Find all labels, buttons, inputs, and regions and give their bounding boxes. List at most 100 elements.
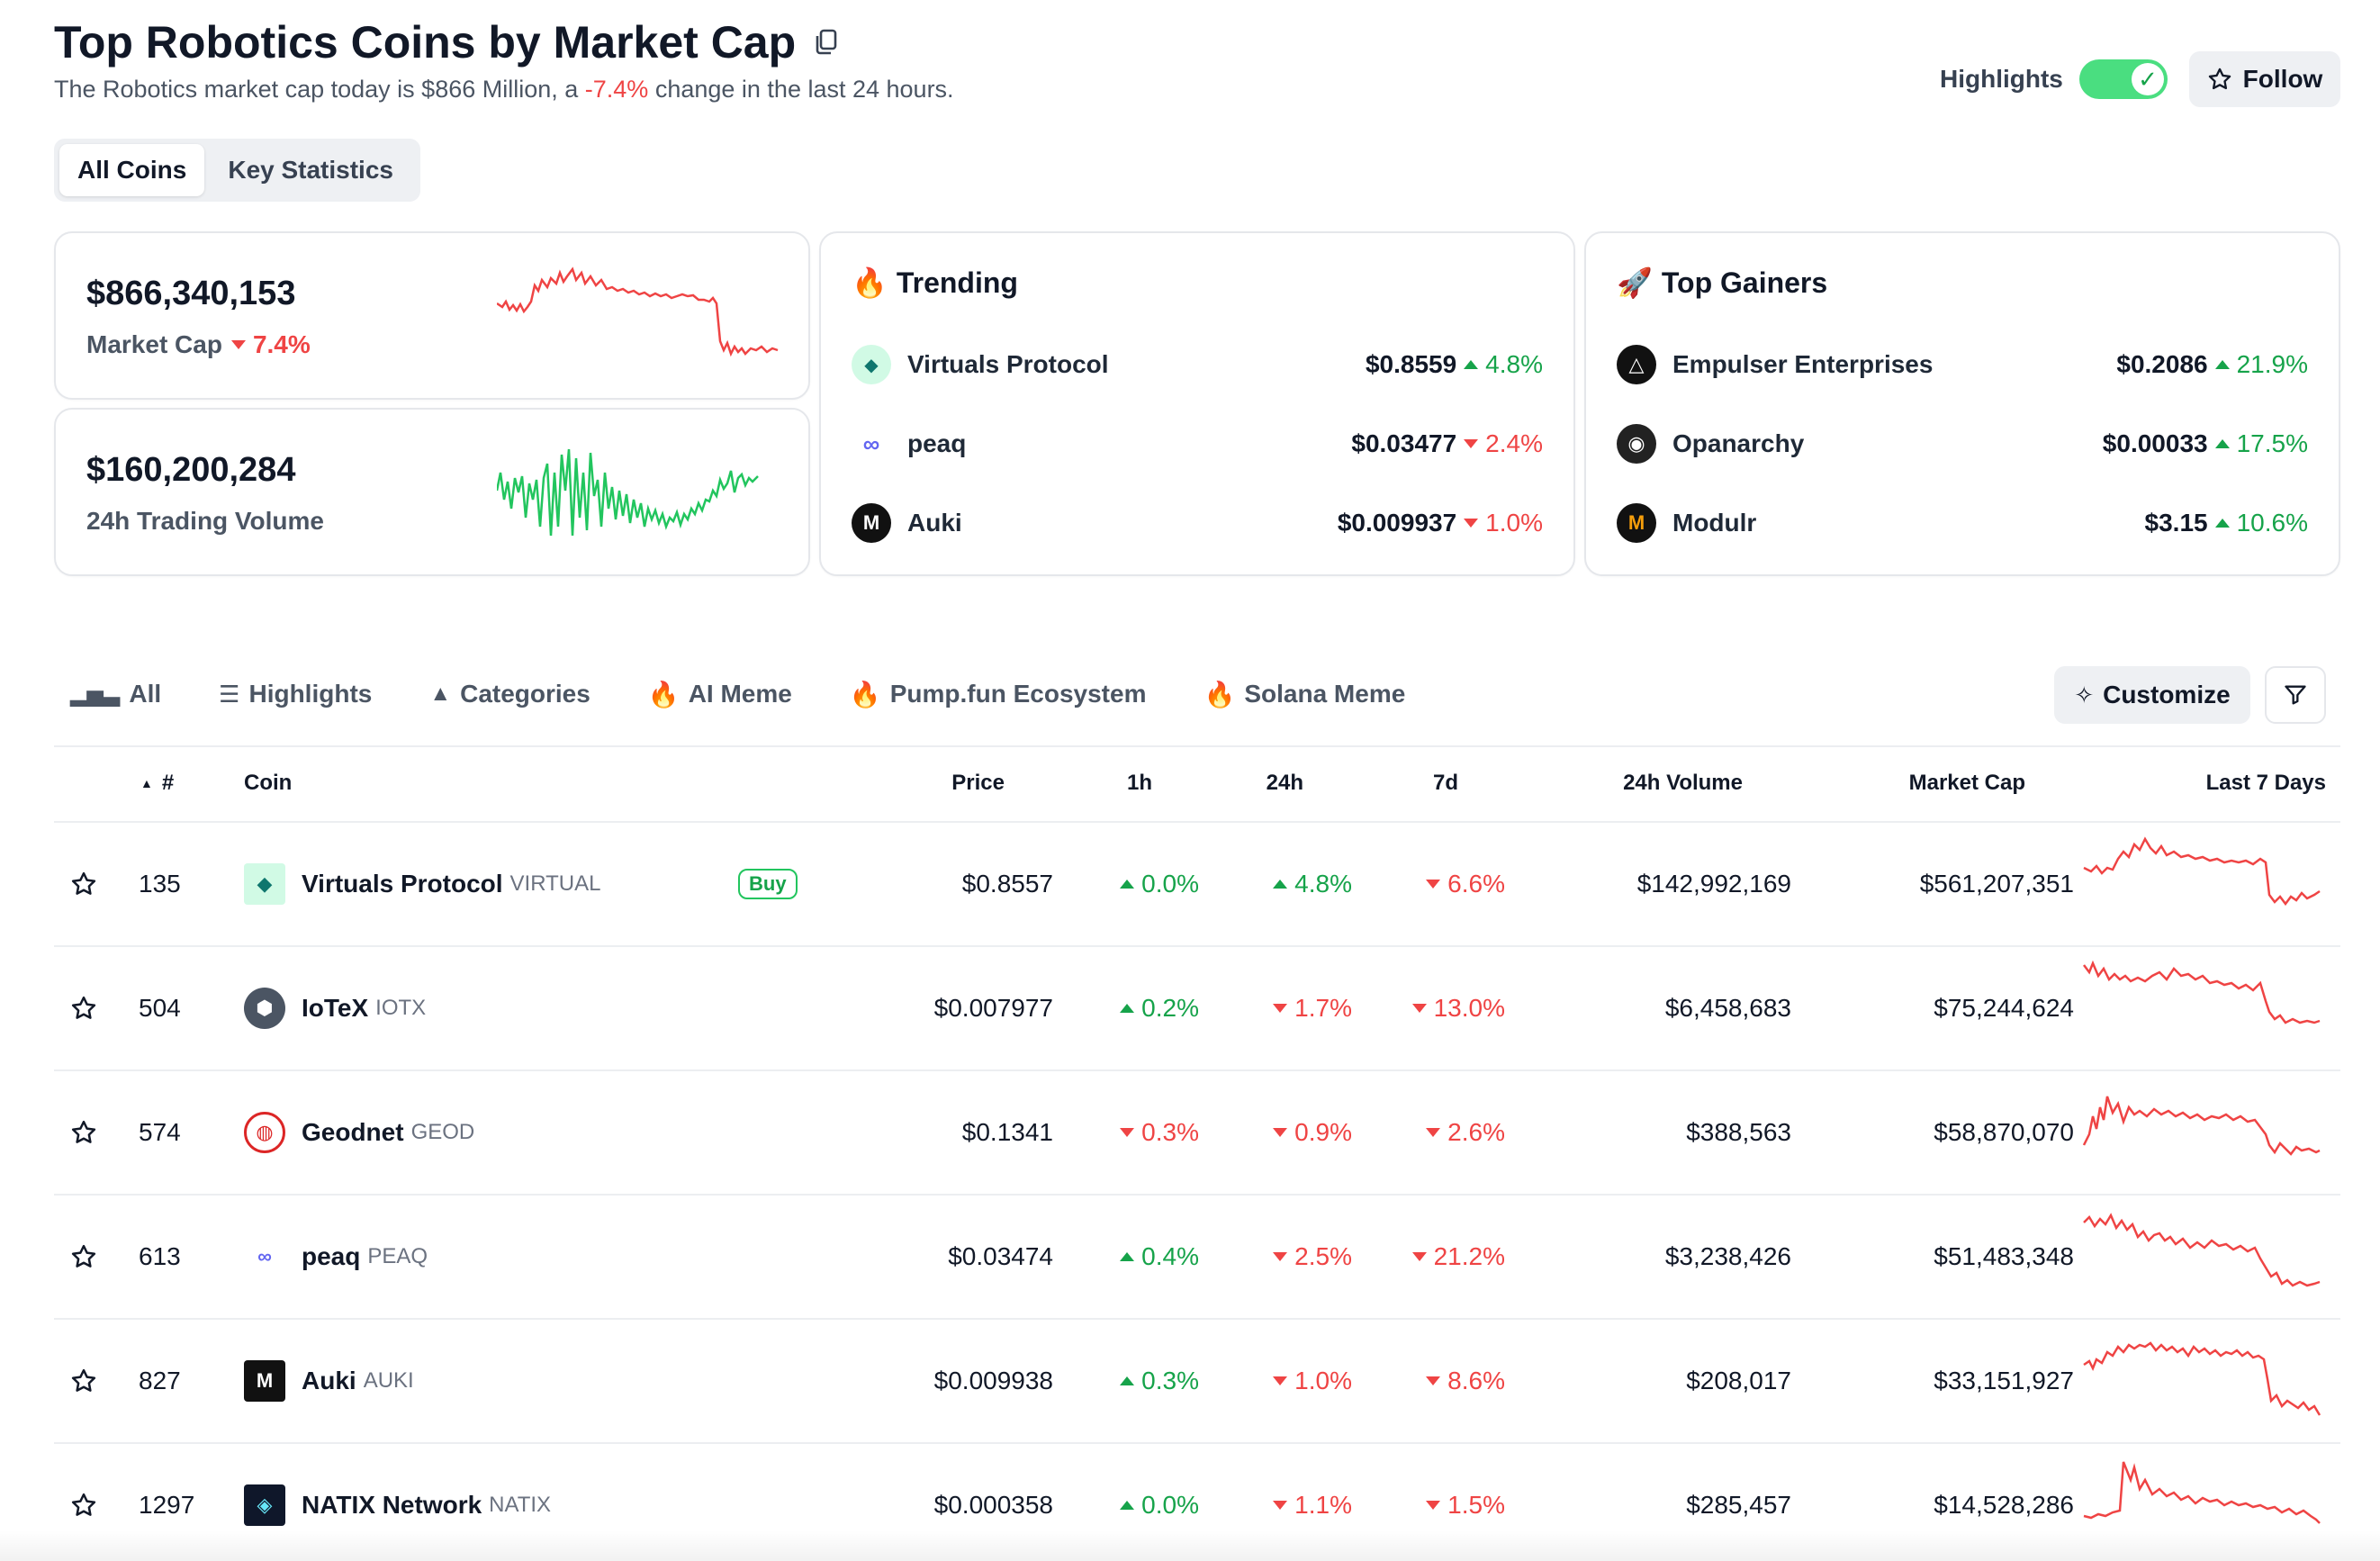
coin-link[interactable]: ⬢ IoTeX IOTX: [244, 947, 802, 1069]
coin-name: peaq: [302, 1242, 361, 1270]
virtuals-protocol-icon: ◆: [244, 863, 285, 905]
col-24h[interactable]: 24h: [1266, 771, 1303, 795]
coin-name: Geodnet: [302, 1118, 404, 1146]
gainer-item-empulser[interactable]: △ Empulser Enterprises $0.2086 21.9%: [1617, 343, 2308, 386]
filter-pump-fun[interactable]: 🔥 Pump.fun Ecosystem: [849, 680, 1147, 708]
up-arrow-icon: [1464, 360, 1479, 369]
change-1h: 0.2%: [1071, 947, 1199, 1069]
fire-icon: 🔥: [647, 680, 680, 708]
table-row[interactable]: 613 ∞ peaq PEAQ $0.03474 0.4% 2.5% 21.2% $3,238,…: [54, 1196, 2340, 1320]
up-arrow-icon: [2214, 439, 2230, 448]
follow-button[interactable]: Follow: [2189, 51, 2340, 107]
col-7d[interactable]: 7d: [1432, 771, 1458, 795]
coin-link[interactable]: ∞ peaq PEAQ: [244, 1196, 802, 1318]
col-1h[interactable]: 1h: [1126, 771, 1152, 795]
col-24h-volume[interactable]: 24h Volume: [1623, 771, 1743, 795]
tab-all-coins[interactable]: All Coins: [59, 144, 205, 196]
col-price[interactable]: Price: [951, 771, 1005, 795]
watchlist-star-button[interactable]: [70, 1444, 106, 1561]
copy-icon[interactable]: [814, 29, 839, 56]
trending-item-virtuals[interactable]: ◆ Virtuals Protocol $0.8559 4.8%: [852, 343, 1543, 386]
down-arrow-icon: [230, 340, 246, 349]
buy-button[interactable]: Buy: [738, 869, 798, 899]
volume-24h: $208,017: [1686, 1367, 1791, 1394]
change-24h: 1.0%: [1224, 1320, 1352, 1442]
table-row[interactable]: 574 ◍ Geodnet GEOD $0.1341 0.3% 0.9% 2.6% $388,5…: [54, 1071, 2340, 1196]
volume-card[interactable]: $160,200,284 24h Trading Volume: [54, 408, 810, 576]
empulser-icon: △: [1617, 345, 1656, 384]
coin-symbol: AUKI: [363, 1368, 414, 1393]
coin-price: $0.8557: [961, 870, 1053, 898]
col-last-7-days: Last 7 Days: [2205, 771, 2326, 795]
market-cap: $51,483,348: [1934, 1242, 2074, 1270]
coin-rank: 1297: [139, 1491, 195, 1519]
market-cap: $75,244,624: [1934, 994, 2074, 1022]
filter-solana-meme[interactable]: 🔥 Solana Meme: [1204, 680, 1406, 708]
watchlist-star-button[interactable]: [70, 1071, 106, 1194]
market-cap-change: 7.4%: [252, 330, 311, 358]
volume-24h: $6,458,683: [1664, 994, 1791, 1022]
coin-price: $0.1341: [961, 1118, 1053, 1146]
up-arrow-icon: [1120, 1004, 1135, 1013]
change-1h: 0.3%: [1071, 1071, 1199, 1194]
peaq-icon: ∞: [244, 1236, 285, 1277]
col-market-cap[interactable]: Market Cap: [1908, 771, 2025, 795]
coin-link[interactable]: ◍ Geodnet GEOD: [244, 1071, 802, 1194]
col-rank[interactable]: ▲ #: [140, 771, 175, 795]
gainer-item-opanarchy[interactable]: ◉ Opanarchy $0.00033 17.5%: [1617, 422, 2308, 465]
funnel-icon: [2285, 685, 2306, 705]
geodnet-icon: ◍: [244, 1112, 285, 1153]
highlights-toggle[interactable]: ✓: [2079, 59, 2168, 99]
down-arrow-icon: [1426, 1376, 1441, 1385]
fire-icon: 🔥: [852, 266, 888, 299]
change-1h: 0.4%: [1071, 1196, 1199, 1318]
top-gainers-title: 🚀 Top Gainers: [1617, 266, 1828, 300]
gainer-item-modulr[interactable]: M Modulr $3.15 10.6%: [1617, 501, 2308, 545]
change-24h: 2.5%: [1224, 1196, 1352, 1318]
table-row[interactable]: 504 ⬢ IoTeX IOTX $0.007977 0.2% 1.7% 13.0% $6,45…: [54, 947, 2340, 1071]
coin-symbol: IOTX: [375, 996, 427, 1020]
coin-link[interactable]: ◆ Virtuals Protocol VIRTUAL: [244, 823, 802, 945]
market-summary: The Robotics market cap today is $866 Mi…: [54, 76, 954, 103]
coin-rank: 827: [139, 1367, 181, 1394]
table-row[interactable]: 827 M Auki AUKI $0.009938 0.3% 1.0% 8.6% $208,01…: [54, 1320, 2340, 1444]
watchlist-star-button[interactable]: [70, 823, 106, 945]
star-icon: [2208, 68, 2231, 90]
iotex-icon: ⬢: [244, 988, 285, 1029]
sparkle-icon: ✧: [2074, 681, 2095, 708]
change-7d: 2.6%: [1377, 1071, 1505, 1194]
star-icon: [71, 996, 96, 1019]
view-tabs: All Coins Key Statistics: [54, 139, 420, 202]
filter-categories[interactable]: ▲ Categories: [429, 680, 590, 708]
coin-link[interactable]: ◈ NATIX Network NATIX: [244, 1444, 802, 1561]
trending-item-peaq[interactable]: ∞ peaq $0.03477 2.4%: [852, 422, 1543, 465]
change-24h: 1.7%: [1224, 947, 1352, 1069]
market-cap-card[interactable]: $866,340,153 Market Cap 7.4%: [54, 231, 810, 400]
watchlist-star-button[interactable]: [70, 947, 106, 1069]
down-arrow-icon: [1273, 1376, 1288, 1385]
change-1h: 0.0%: [1071, 1444, 1199, 1561]
trending-card: 🔥 Trending ◆ Virtuals Protocol $0.8559 4.…: [819, 231, 1575, 576]
market-cap: $58,870,070: [1934, 1118, 2074, 1146]
tab-key-statistics[interactable]: Key Statistics: [228, 156, 393, 184]
filter-ai-meme[interactable]: 🔥 AI Meme: [647, 680, 792, 708]
filter-all[interactable]: ▂▅▃ All: [70, 680, 162, 708]
customize-button[interactable]: ✧ Customize: [2054, 666, 2250, 724]
watchlist-star-button[interactable]: [70, 1196, 106, 1318]
col-coin[interactable]: Coin: [244, 771, 293, 795]
filter-highlights[interactable]: ☰ Highlights: [219, 680, 373, 708]
divider: [54, 821, 2340, 823]
star-icon: [71, 1368, 96, 1392]
coin-link[interactable]: M Auki AUKI: [244, 1320, 802, 1442]
filter-button[interactable]: [2265, 666, 2326, 724]
trending-title: 🔥 Trending: [852, 266, 1018, 300]
down-arrow-icon: [1273, 1128, 1288, 1137]
trending-item-auki[interactable]: M Auki $0.009937 1.0%: [852, 501, 1543, 545]
table-row[interactable]: 1297 ◈ NATIX Network NATIX $0.000358 0.0% 1.1%…: [54, 1444, 2340, 1561]
market-cap: $14,528,286: [1934, 1491, 2074, 1519]
down-arrow-icon: [1273, 1004, 1288, 1013]
page-title-row: Top Robotics Coins by Market Cap: [54, 16, 839, 68]
table-row[interactable]: 135 ◆ Virtuals Protocol VIRTUAL Buy $0.8557 0.…: [54, 823, 2340, 947]
watchlist-star-button[interactable]: [70, 1320, 106, 1442]
list-icon: ☰: [219, 680, 240, 708]
